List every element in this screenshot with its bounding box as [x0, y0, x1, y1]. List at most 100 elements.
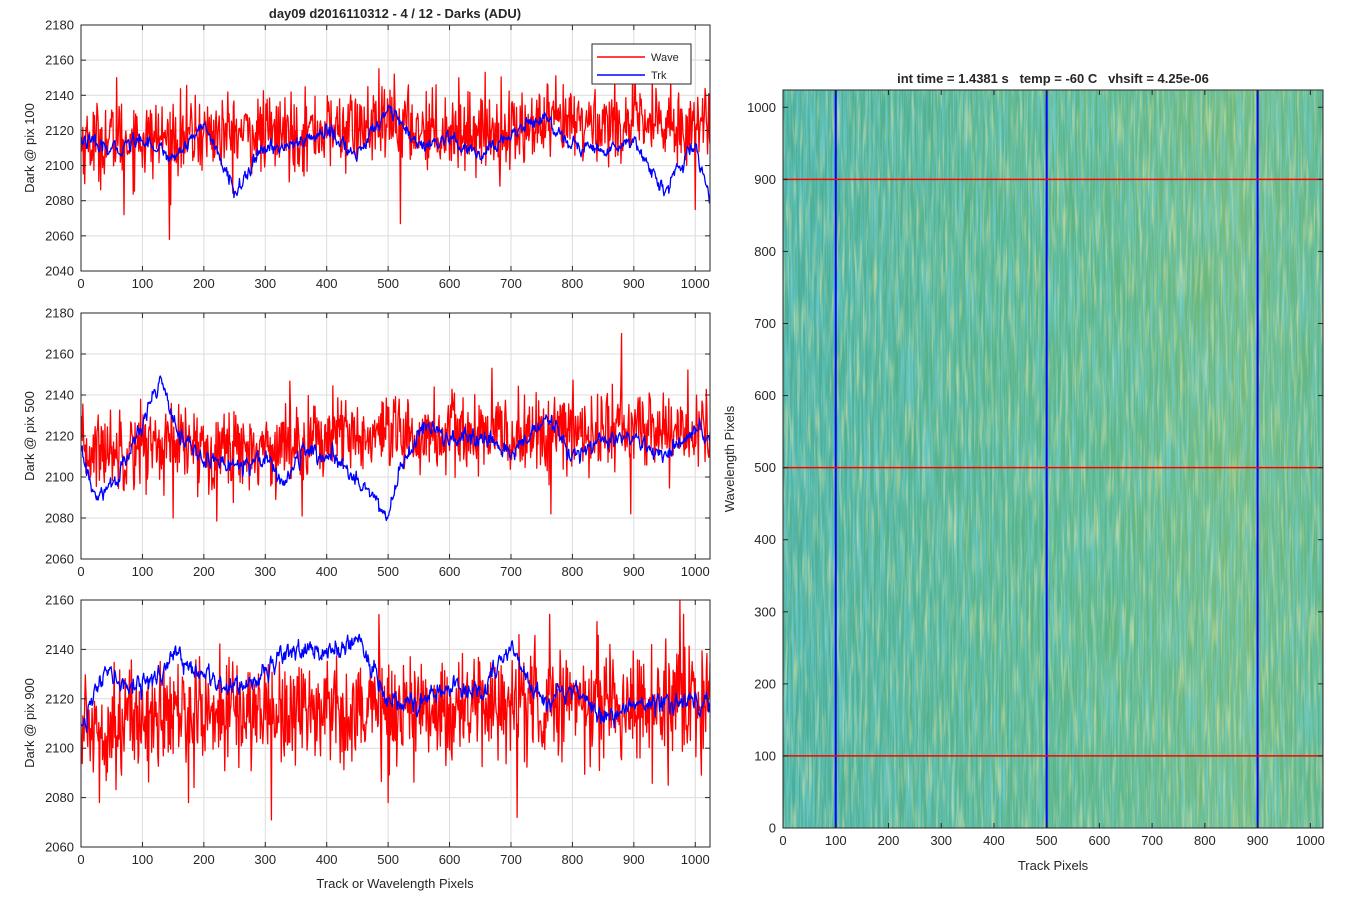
series-group-pix500: [81, 332, 710, 522]
pix900-xtick-label-700: 700: [500, 852, 522, 867]
pix500-xtick-label-100: 100: [132, 564, 154, 579]
pix500-ytick-label-2100: 2100: [45, 470, 74, 485]
pix900-xtick-label-200: 200: [193, 852, 215, 867]
series-trk-pix500: [81, 375, 710, 522]
pix100-ytick-label-2100: 2100: [45, 158, 74, 173]
pix900-ytick-label-2060: 2060: [45, 840, 74, 855]
heatmap-ytick-label-800: 800: [754, 244, 776, 259]
pix500-xtick-label-300: 300: [254, 564, 276, 579]
heatmap-xtick-label-0: 0: [779, 833, 786, 848]
heatmap-axes-box: [782, 89, 1324, 829]
pix500-xtick-label-600: 600: [439, 564, 461, 579]
series-wave-pix900: [81, 600, 710, 821]
series-group-pix900: [81, 600, 710, 821]
pix100-xtick-label-400: 400: [316, 276, 338, 291]
heatmap-xtick-label-900: 900: [1247, 833, 1269, 848]
pix900-xtick-label-600: 600: [439, 852, 461, 867]
pix900-xtick-label-300: 300: [254, 852, 276, 867]
pix900-ytick-label-2080: 2080: [45, 790, 74, 805]
ylabel-pix500: Dark @ pix 500: [22, 391, 37, 481]
pix100-ytick-label-2140: 2140: [45, 88, 74, 103]
heatmap-xtick-label-800: 800: [1194, 833, 1216, 848]
heatmap-texture-high: [783, 90, 1323, 828]
pix900-xtick-label-800: 800: [562, 852, 584, 867]
heatmap-xtick-label-300: 300: [930, 833, 952, 848]
series-wave-pix100: [81, 68, 710, 241]
heatmap-ytick-label-100: 100: [754, 748, 776, 763]
heatmap-xtick-label-200: 200: [878, 833, 900, 848]
heatmap-ytick-label-200: 200: [754, 676, 776, 691]
heatmap-ytick-label-1000: 1000: [747, 100, 776, 115]
ticks-pix100: 0 100 200 300 400 500 600 700 800 900 1000 2040 2060…: [45, 18, 710, 291]
heatmap-ytick-label-900: 900: [754, 172, 776, 187]
pix100-ytick-label-2160: 2160: [45, 53, 74, 68]
pix100-ytick-label-2040: 2040: [45, 264, 74, 279]
heatmap-ytick-label-700: 700: [754, 316, 776, 331]
heatmap-xtick-label-100: 100: [825, 833, 847, 848]
axes-box-pix900: [80, 599, 711, 848]
heatmap-xlabel: Track Pixels: [1018, 858, 1089, 873]
pix100-xtick-label-500: 500: [377, 276, 399, 291]
series-trk-pix100: [81, 104, 710, 204]
heatmap-ticks: 0 100 200 300 400 500 600 700 800 900 1000 0 100 200 3…: [747, 90, 1325, 848]
heatmap-xtick-label-700: 700: [1141, 833, 1163, 848]
pix900-ytick-label-2140: 2140: [45, 642, 74, 657]
legend: Wave Trk: [591, 43, 692, 85]
ylabel-pix900: Dark @ pix 900: [22, 678, 37, 768]
pix500-xtick-label-500: 500: [377, 564, 399, 579]
pix100-xtick-label-1000: 1000: [681, 276, 710, 291]
pix100-ytick-label-2120: 2120: [45, 123, 74, 138]
axes-box-pix100: [80, 24, 711, 272]
pix900-xtick-label-900: 900: [623, 852, 645, 867]
pix500-ytick-label-2120: 2120: [45, 429, 74, 444]
pix900-xtick-label-500: 500: [377, 852, 399, 867]
pix900-xtick-label-100: 100: [132, 852, 154, 867]
heatmap-xtick-label-500: 500: [1036, 833, 1058, 848]
pix500-xtick-label-0: 0: [77, 564, 84, 579]
legend-wave-label: Wave: [651, 52, 679, 64]
pix100-xtick-label-200: 200: [193, 276, 215, 291]
pix500-ytick-label-2140: 2140: [45, 388, 74, 403]
pix500-ytick-label-2060: 2060: [45, 552, 74, 567]
pix500-ytick-label-2180: 2180: [45, 306, 74, 321]
line-panel-pix500: 0 100 200 300 400 500 600 700 800 900 1000 2060 2080…: [22, 306, 711, 579]
pix500-ytick-label-2160: 2160: [45, 347, 74, 362]
heatmap-ytick-label-500: 500: [754, 460, 776, 475]
pix500-xtick-label-700: 700: [500, 564, 522, 579]
line-panel-pix100: 0 100 200 300 400 500 600 700 800 900 1000 2040 2060…: [22, 18, 711, 291]
heatmap-xtick-label-400: 400: [983, 833, 1005, 848]
series-trk-pix900: [81, 633, 710, 733]
pix500-xtick-label-1000: 1000: [681, 564, 710, 579]
pix500-xtick-label-400: 400: [316, 564, 338, 579]
pix100-xtick-label-0: 0: [77, 276, 84, 291]
heatmap-xtick-label-600: 600: [1089, 833, 1111, 848]
pix900-xtick-label-400: 400: [316, 852, 338, 867]
pix900-ytick-label-2100: 2100: [45, 741, 74, 756]
legend-box: [591, 43, 692, 85]
pix900-ytick-label-2160: 2160: [45, 593, 74, 608]
pix100-xtick-label-100: 100: [132, 276, 154, 291]
pix900-xtick-label-0: 0: [77, 852, 84, 867]
pix100-ytick-label-2060: 2060: [45, 228, 74, 243]
heatmap-title: int time = 1.4381 s temp = -60 C vhsift …: [897, 71, 1209, 86]
ylabel-pix100: Dark @ pix 100: [22, 103, 37, 193]
heatmap-ytick-label-600: 600: [754, 388, 776, 403]
pix500-xtick-label-900: 900: [623, 564, 645, 579]
pix100-xtick-label-900: 900: [623, 276, 645, 291]
pix100-xtick-label-800: 800: [562, 276, 584, 291]
ticks-pix500: 0 100 200 300 400 500 600 700 800 900 1000 2060 2080…: [45, 306, 710, 579]
heatmap-ytick-label-0: 0: [769, 821, 776, 836]
series-wave-pix500: [81, 332, 710, 522]
pix900-xtick-label-1000: 1000: [681, 852, 710, 867]
pix100-xtick-label-700: 700: [500, 276, 522, 291]
pix100-xtick-label-600: 600: [439, 276, 461, 291]
figure-title: day09 d2016110312 - 4 / 12 - Darks (ADU): [269, 6, 521, 21]
heatmap-ytick-label-400: 400: [754, 532, 776, 547]
series-group-pix100: [81, 68, 710, 241]
pix500-xtick-label-800: 800: [562, 564, 584, 579]
ticks-pix900: 0 100 200 300 400 500 600 700 800 900 1000 2060 2080…: [45, 593, 710, 867]
pix100-ytick-label-2180: 2180: [45, 18, 74, 33]
pix900-ytick-label-2120: 2120: [45, 691, 74, 706]
heatmap-xtick-label-1000: 1000: [1296, 833, 1325, 848]
pix100-xtick-label-300: 300: [254, 276, 276, 291]
